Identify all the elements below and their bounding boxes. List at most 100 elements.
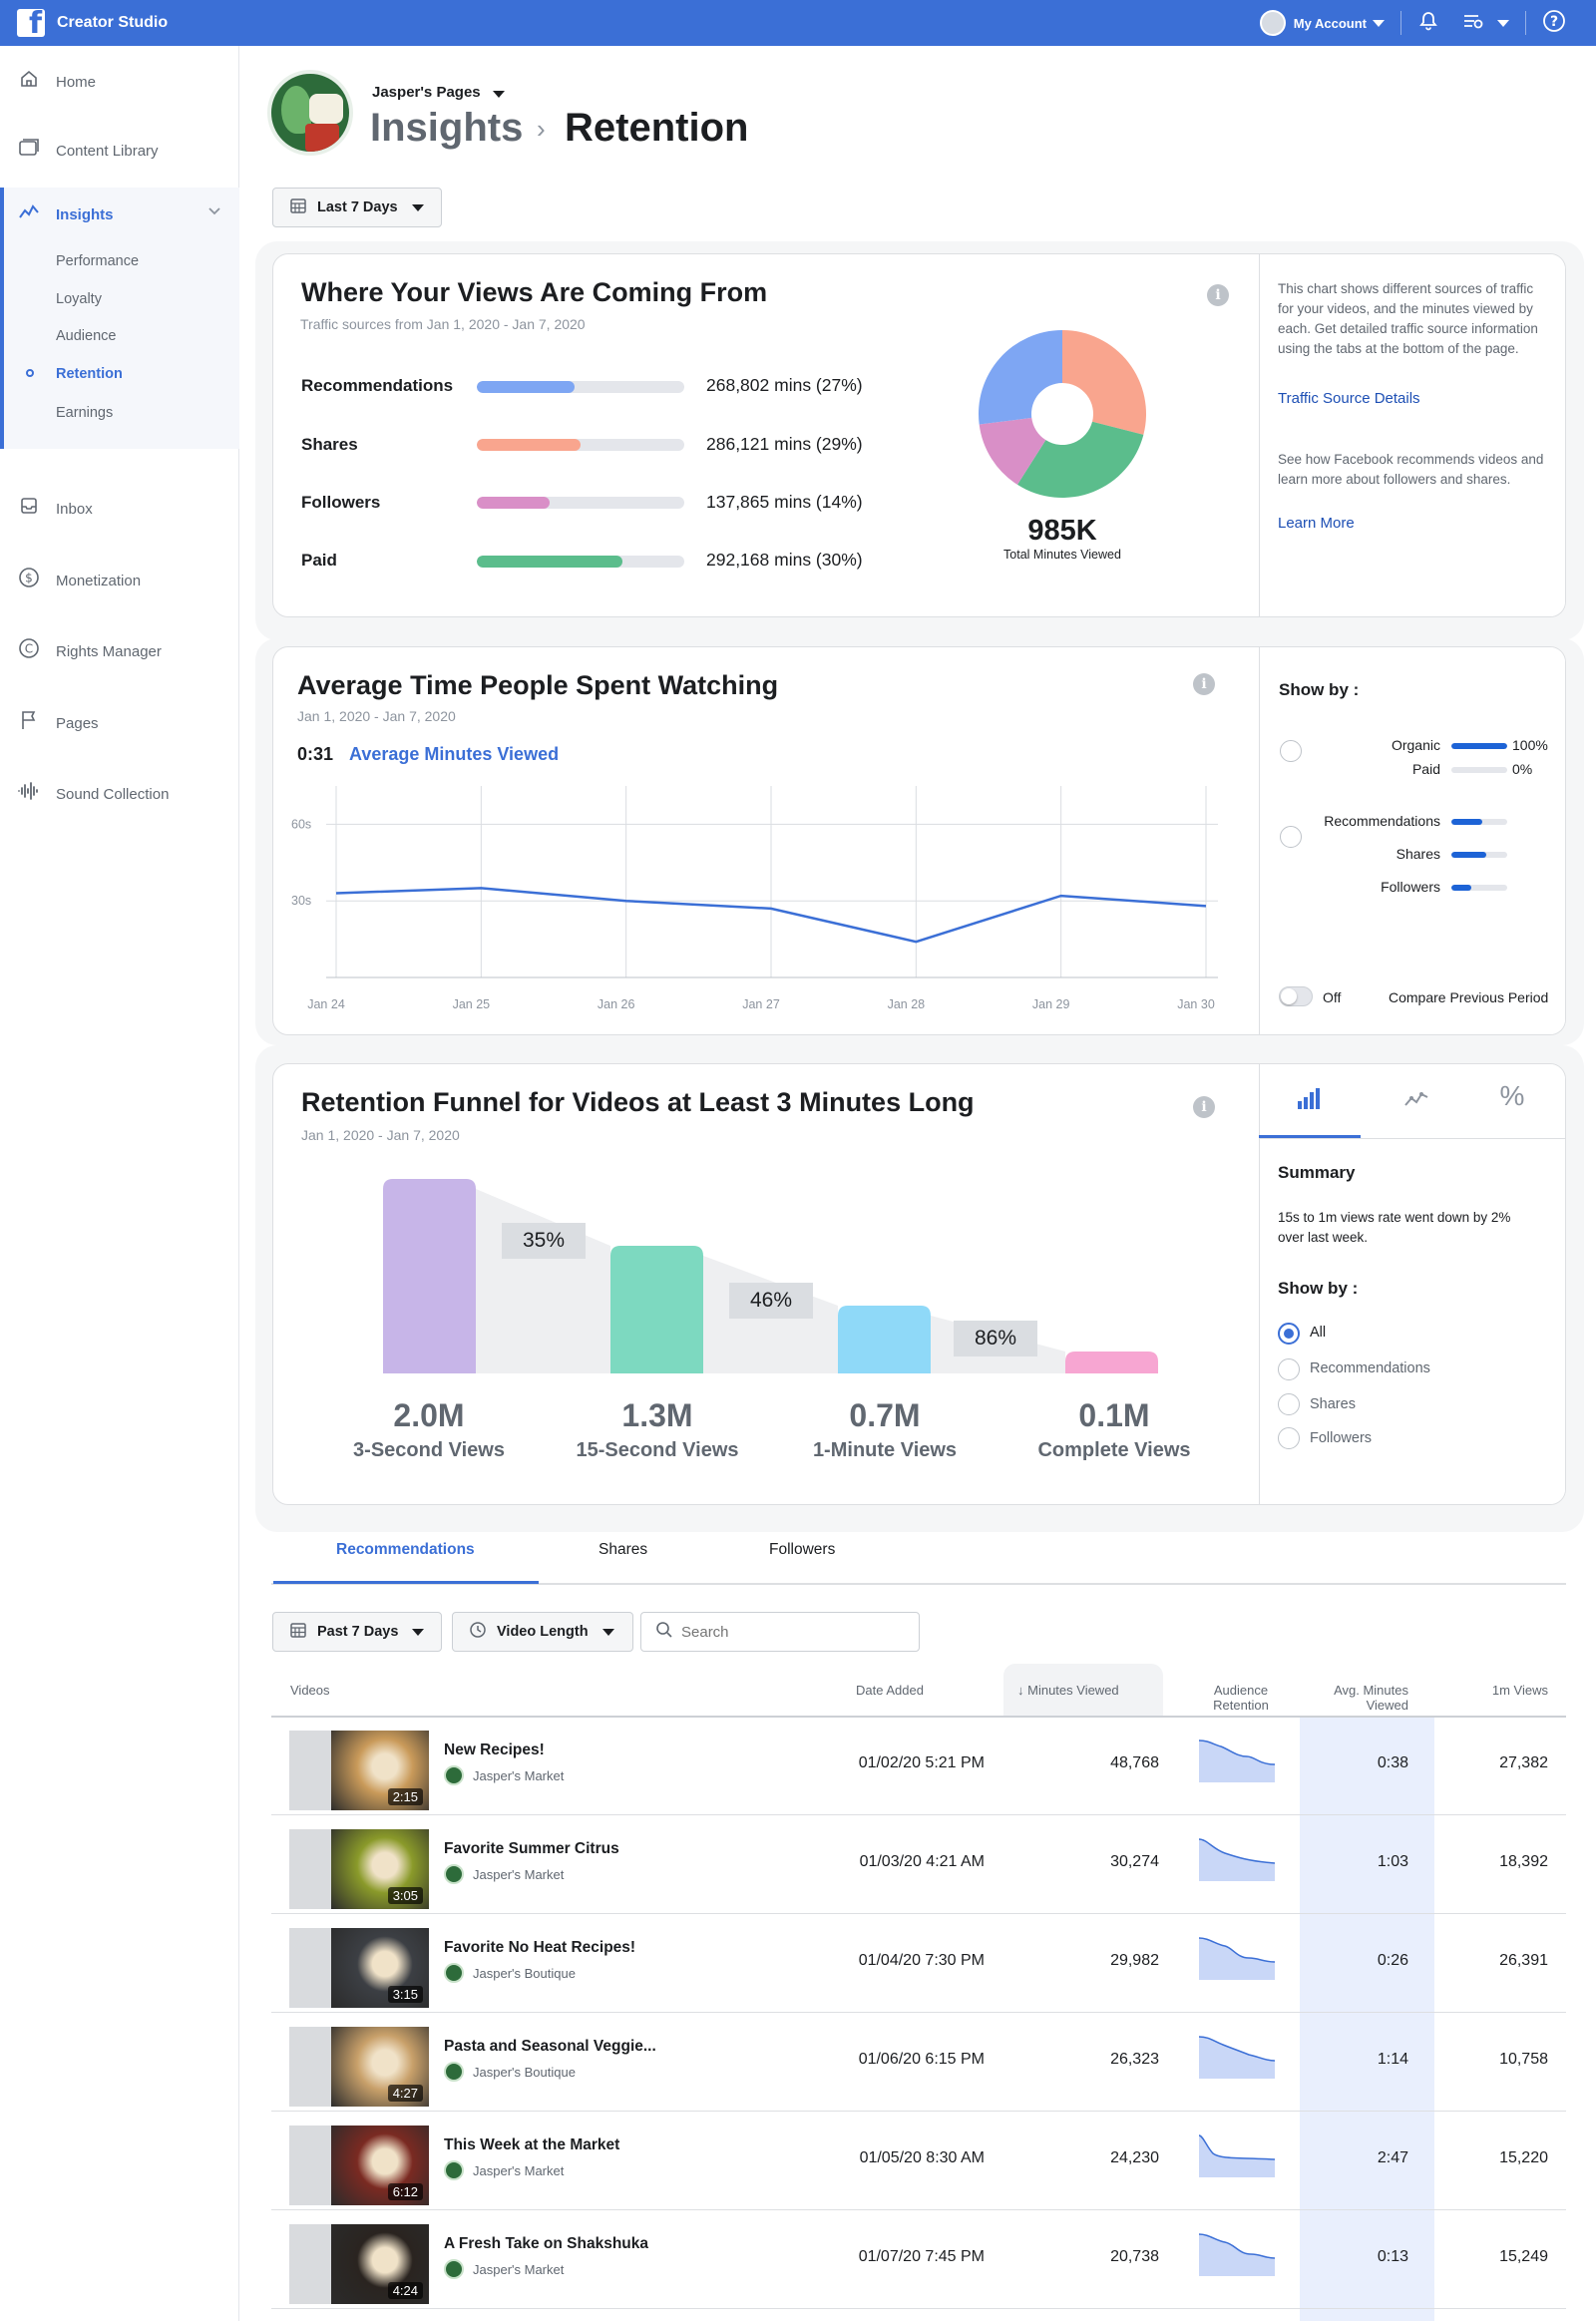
sidebar-item-insights[interactable]: Insights <box>4 199 239 229</box>
tab-shares[interactable]: Shares <box>598 1541 648 1558</box>
column-header-videos[interactable]: Videos <box>290 1683 330 1698</box>
video-1m-views: 15,249 <box>1499 2248 1548 2265</box>
video-date: 01/04/20 7:30 PM <box>858 1952 985 1969</box>
info-icon[interactable]: i <box>1207 284 1229 306</box>
info-icon[interactable]: i <box>1193 1096 1215 1118</box>
option-radio-followers[interactable] <box>1278 1427 1300 1449</box>
table-row[interactable]: 6:12 This Week at the Market Jasper's Ma… <box>271 2112 1566 2210</box>
video-thumbnail[interactable]: 2:15 <box>289 1731 429 1810</box>
option-radio-shares[interactable] <box>1278 1393 1300 1415</box>
tab-followers[interactable]: Followers <box>769 1541 836 1558</box>
video-page-name: Jasper's Market <box>473 2262 565 2277</box>
learn-more-link[interactable]: Learn More <box>1278 515 1355 532</box>
table-row[interactable]: 2:15 New Recipes! Jasper's Market 01/02/… <box>271 1717 1566 1815</box>
sidebar-item-sound-collection[interactable]: Sound Collection <box>0 774 239 814</box>
sidebar-subitem-retention[interactable]: Retention <box>56 366 123 382</box>
account-name[interactable]: My Account <box>1293 15 1367 31</box>
video-title[interactable]: A Fresh Take on Shakshuka <box>444 2235 649 2252</box>
sidebar-item-home[interactable]: Home <box>0 62 239 102</box>
sidebar-subitem-audience[interactable]: Audience <box>56 328 117 344</box>
facebook-logo[interactable]: f <box>17 9 45 37</box>
option-label[interactable]: Shares <box>1310 1396 1356 1412</box>
option-label[interactable]: All <box>1310 1325 1327 1341</box>
video-title[interactable]: Favorite No Heat Recipes! <box>444 1939 636 1956</box>
svg-text:?: ? <box>1550 14 1558 30</box>
sidebar-item-rights-manager[interactable]: C Rights Manager <box>0 631 239 671</box>
tab-recommendations[interactable]: Recommendations <box>336 1541 475 1558</box>
table-row[interactable]: 4:24 A Fresh Take on Shakshuka Jasper's … <box>271 2210 1566 2309</box>
column-header-avg-minutes[interactable]: Avg. Minutes Viewed <box>1334 1683 1408 1713</box>
sidebar-subitem-performance[interactable]: Performance <box>56 253 140 269</box>
chevron-down-icon <box>412 1628 425 1636</box>
sidebar-subitem-loyalty[interactable]: Loyalty <box>56 291 102 307</box>
funnel-subtitle: Jan 1, 2020 - Jan 7, 2020 <box>301 1127 460 1143</box>
percent-icon[interactable]: % <box>1499 1080 1525 1111</box>
video-duration: 2:15 <box>387 1788 423 1805</box>
chevron-down-icon[interactable] <box>1497 19 1509 27</box>
app-title[interactable]: Creator Studio <box>57 14 169 31</box>
sidebar-subitem-earnings[interactable]: Earnings <box>56 405 114 421</box>
settings-icon[interactable] <box>1461 10 1485 36</box>
y-tick-label: 30s <box>291 894 311 908</box>
sort-arrow-icon: ↓ <box>1017 1683 1028 1698</box>
search-field[interactable] <box>640 1612 920 1652</box>
video-thumbnail[interactable]: 3:05 <box>289 1829 429 1909</box>
avg-time-line-chart: 30s 60s Jan 24 Jan 25 Jan 26 Jan 27 Jan 28 Jan … <box>291 786 1218 1011</box>
chevron-down-icon[interactable] <box>493 91 505 98</box>
compare-toggle[interactable] <box>1279 986 1313 1006</box>
chevron-down-icon[interactable] <box>207 203 221 221</box>
page-switcher[interactable]: Jasper's Pages <box>372 84 481 101</box>
column-header-views[interactable]: 1m Views <box>1491 1683 1548 1698</box>
avg-time-subtitle: Jan 1, 2020 - Jan 7, 2020 <box>297 708 456 724</box>
sidebar-item-content-library[interactable]: Content Library <box>0 131 239 171</box>
sidebar-item-monetization[interactable]: $ Monetization <box>0 561 239 600</box>
video-duration: 3:15 <box>387 1986 423 2003</box>
video-title[interactable]: New Recipes! <box>444 1741 545 1758</box>
account-avatar[interactable] <box>1259 10 1286 36</box>
video-thumbnail[interactable]: 6:12 <box>289 2126 429 2205</box>
column-header-retention[interactable]: Audience Retention <box>1213 1683 1269 1713</box>
sidebar-item-pages[interactable]: Pages <box>0 703 239 743</box>
traffic-source-details-link[interactable]: Traffic Source Details <box>1278 390 1420 407</box>
search-input[interactable] <box>681 1623 901 1641</box>
show-by-radio-sources[interactable] <box>1280 826 1302 848</box>
line-chart-icon[interactable] <box>1367 1085 1466 1118</box>
header-divider <box>271 1716 1566 1718</box>
date-range-dropdown[interactable]: Last 7 Days <box>272 188 442 227</box>
option-radio-recommendations[interactable] <box>1278 1358 1300 1380</box>
funnel-stage-value: 2.0M <box>393 1397 465 1433</box>
funnel-rate: 35% <box>502 1223 586 1259</box>
date-filter-dropdown[interactable]: Past 7 Days <box>272 1612 442 1652</box>
table-row[interactable]: 3:05 Favorite Summer Citrus Jasper's Mar… <box>271 1815 1566 1914</box>
page-avatar <box>444 1765 464 1785</box>
sidebar-item-inbox[interactable]: Inbox <box>0 489 239 529</box>
column-header-date[interactable]: Date Added <box>856 1683 924 1698</box>
video-length-dropdown[interactable]: Video Length <box>452 1612 633 1652</box>
chevron-down-icon[interactable] <box>1373 19 1385 27</box>
info-icon[interactable]: i <box>1193 673 1215 695</box>
sidebar-item-label: Pages <box>56 714 99 732</box>
option-label[interactable]: Recommendations <box>1310 1360 1430 1376</box>
video-title[interactable]: Pasta and Seasonal Veggie... <box>444 2038 656 2055</box>
video-thumbnail[interactable]: 3:15 <box>289 1928 429 2008</box>
option-radio-all[interactable] <box>1278 1323 1300 1345</box>
funnel-bar <box>838 1306 931 1373</box>
table-row[interactable]: 4:27 Pasta and Seasonal Veggie... Jasper… <box>271 2013 1566 2112</box>
video-thumbnail[interactable]: 4:27 <box>289 2027 429 2107</box>
video-title[interactable]: This Week at the Market <box>444 2136 620 2153</box>
video-title[interactable]: Favorite Summer Citrus <box>444 1840 619 1857</box>
show-by-radio-organic-paid[interactable] <box>1280 740 1302 762</box>
compare-previous-period-label: Compare Previous Period <box>1389 989 1549 1005</box>
table-row[interactable]: 3:15 Favorite No Heat Recipes! Jasper's … <box>271 1914 1566 2013</box>
video-thumbnail[interactable]: 4:24 <box>289 2224 429 2304</box>
column-header-minutes[interactable]: ↓ Minutes Viewed <box>1017 1683 1119 1698</box>
bar-chart-icon[interactable] <box>1259 1085 1359 1118</box>
option-label[interactable]: Followers <box>1310 1430 1373 1446</box>
bell-icon[interactable] <box>1417 10 1439 36</box>
divider <box>1400 11 1401 35</box>
show-by-option-percent: 100% <box>1512 737 1548 753</box>
video-1m-views: 18,392 <box>1499 1853 1548 1870</box>
page-avatar[interactable] <box>267 70 353 156</box>
breadcrumb-parent[interactable]: Insights <box>370 106 524 150</box>
help-icon[interactable]: ? <box>1542 9 1566 37</box>
